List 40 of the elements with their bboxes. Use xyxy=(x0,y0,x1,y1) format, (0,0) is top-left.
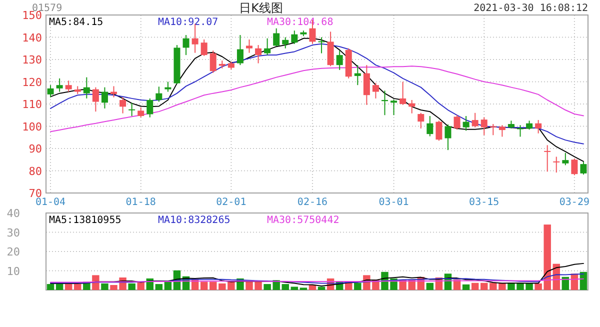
bar xyxy=(480,282,488,290)
legend: MA5:13810955 MA10:8328265 MA30:5750442 xyxy=(49,215,340,226)
x-tick-label: 03-01 xyxy=(378,197,409,208)
x-tick-label: 02-16 xyxy=(297,197,328,208)
x-tick-label: 03-29 xyxy=(559,197,590,208)
bar xyxy=(155,284,163,290)
y-tick-label: 30 xyxy=(6,226,20,240)
y-tick-label: 90 xyxy=(28,142,42,156)
bar xyxy=(426,282,434,290)
bar xyxy=(200,282,208,290)
bar xyxy=(290,286,298,290)
x-tick-label: 01-04 xyxy=(35,197,66,208)
y-tick-label: 20 xyxy=(6,246,20,258)
y-tick-label: 80 xyxy=(28,164,42,178)
bar xyxy=(64,284,72,290)
bar xyxy=(210,282,217,290)
bar xyxy=(101,283,108,290)
x-tick-label: 01-18 xyxy=(126,197,156,208)
bar xyxy=(282,284,289,290)
y-tick-label: 140 xyxy=(22,31,42,44)
bar xyxy=(318,286,326,290)
bar xyxy=(46,284,54,290)
bar xyxy=(128,283,136,290)
bar xyxy=(354,282,362,290)
bar xyxy=(471,282,479,290)
y-tick-label: 120 xyxy=(22,76,42,89)
bar xyxy=(462,284,470,290)
y-tick-label: 10 xyxy=(6,264,20,278)
y-tick-label: 40 xyxy=(6,207,20,220)
bar xyxy=(164,282,172,290)
bar xyxy=(580,272,588,290)
y-tick-label: 130 xyxy=(22,54,42,66)
bar xyxy=(74,284,82,290)
chart-title: 日K线图 xyxy=(239,1,283,15)
x-tick-label: 03-15 xyxy=(469,197,500,208)
x-tick-label: 02-01 xyxy=(216,197,246,208)
y-tick-label: 100 xyxy=(22,120,42,134)
bar xyxy=(56,284,64,290)
text: 2021-03-30 16:08:12 xyxy=(474,3,588,14)
y-tick-label: 110 xyxy=(22,98,42,111)
